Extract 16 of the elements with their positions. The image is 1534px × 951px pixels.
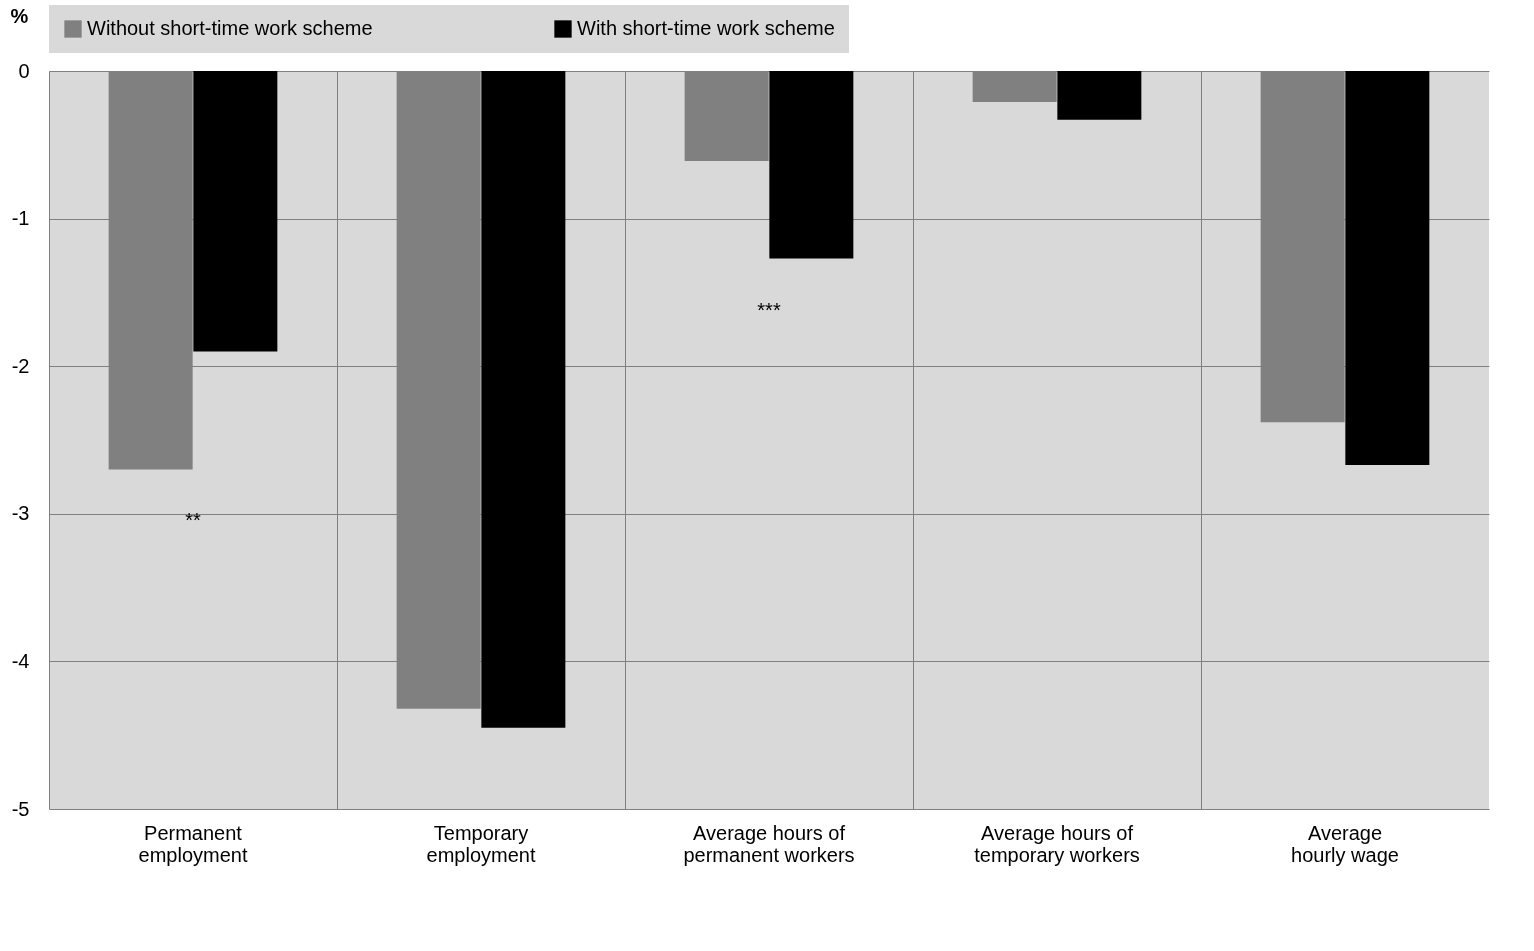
legend-label: Without short-time work scheme	[87, 17, 373, 39]
y-tick-label: -4	[11, 649, 30, 672]
annotation: **	[185, 509, 201, 531]
x-tick-label: Average hours of permanent workers	[683, 821, 855, 866]
legend-label: With short-time work scheme	[577, 17, 835, 39]
y-axis-title: %	[10, 4, 29, 27]
y-tick-label: -2	[11, 354, 30, 377]
annotation: ***	[757, 299, 781, 321]
y-tick-label: 0	[18, 59, 30, 82]
y-tick-label: -1	[11, 207, 30, 230]
x-tick-label: Average hourly wage	[1291, 821, 1399, 866]
x-tick-label: Temporary employment	[426, 821, 536, 866]
y-tick-label: -5	[11, 797, 30, 820]
x-tick-label: Average hours of temporary workers	[974, 821, 1140, 866]
y-tick-label: -3	[11, 502, 30, 525]
x-tick-label: Permanent employment	[138, 821, 248, 866]
